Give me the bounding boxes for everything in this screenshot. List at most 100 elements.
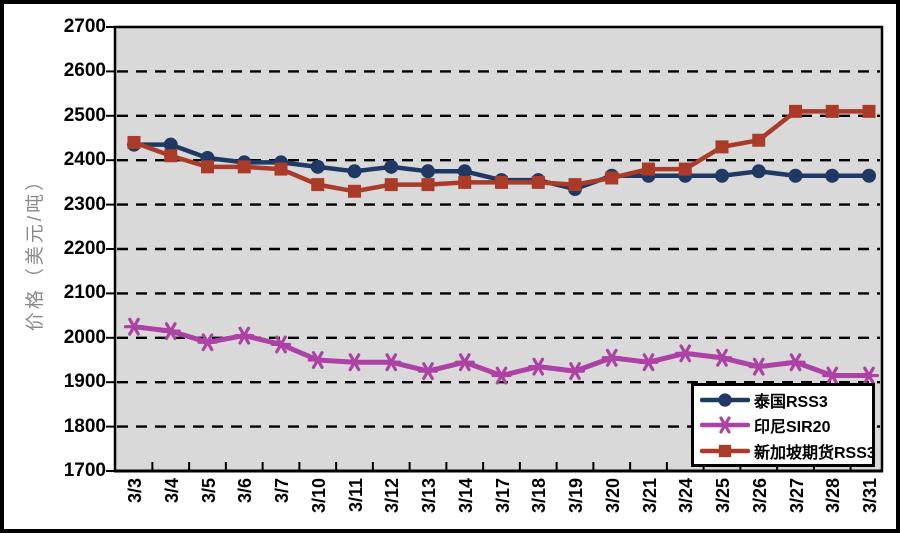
marker-circle	[751, 164, 766, 179]
marker-asterisk-stroke	[605, 348, 618, 367]
marker-square	[862, 104, 876, 118]
marker-asterisk-stroke	[238, 326, 251, 345]
x-tick-label-3-13: 3/13	[419, 478, 439, 514]
marker-asterisk-stroke	[128, 317, 140, 336]
legend-label-series-2: 新加坡期货RSS3	[754, 444, 876, 462]
marker-asterisk-stroke	[863, 366, 875, 385]
marker-circle	[310, 159, 325, 174]
x-tick-label-3-21: 3/21	[639, 478, 660, 514]
x-tick-label-3-5: 3/5	[198, 478, 219, 504]
y-tick-label-2000: 2000	[63, 326, 106, 348]
y-tick-label-2200: 2200	[63, 238, 106, 259]
marker-asterisk-stroke	[422, 362, 434, 381]
marker-asterisk-stroke	[385, 353, 398, 372]
marker-circle	[163, 137, 178, 152]
plot-canvas	[106, 25, 884, 473]
marker-circle	[347, 164, 362, 179]
marker-square	[605, 171, 619, 185]
y-axis-title: 价格（美元/吨）	[25, 168, 46, 332]
x-tick-label-3-18: 3/18	[529, 478, 550, 514]
marker-asterisk-stroke	[458, 353, 471, 372]
x-tick-label-3-25: 3/25	[713, 478, 733, 514]
marker-circle	[457, 164, 472, 179]
x-tick-label-3-24: 3/24	[676, 478, 697, 514]
marker-square	[789, 104, 802, 118]
marker-asterisk-stroke	[826, 366, 839, 385]
x-tick-label-3-3: 3/3	[125, 478, 145, 504]
marker-asterisk-stroke	[642, 353, 655, 372]
marker-circle	[788, 168, 803, 183]
marker-circle	[825, 168, 840, 183]
marker-asterisk-stroke	[719, 416, 731, 434]
legend-item-series-1: 印尼SIR20	[700, 413, 872, 437]
marker-square	[568, 178, 582, 192]
marker-square	[348, 184, 361, 198]
marker-asterisk-stroke	[569, 362, 581, 381]
marker-square	[642, 162, 655, 176]
legend-label-series-0: 泰国RSS3	[754, 393, 828, 411]
marker-circle	[715, 168, 729, 183]
x-tick-label-3-11: 3/11	[345, 478, 366, 513]
y-tick-label-2600: 2600	[63, 60, 106, 82]
x-tick-label-3-14: 3/14	[455, 478, 476, 514]
y-tick-label-1800: 1800	[63, 415, 106, 437]
marker-square	[715, 140, 729, 154]
marker-asterisk-stroke	[532, 357, 545, 376]
x-tick-label-3-20: 3/20	[602, 478, 623, 514]
legend: 泰国RSS3 印尼SIR20 新加坡期货RSS3	[691, 383, 876, 467]
legend-marker-asterisk	[700, 416, 750, 434]
y-tick-label-2400: 2400	[63, 149, 106, 171]
legend-marker-square	[700, 444, 750, 457]
y-tick-label-2100: 2100	[63, 282, 106, 304]
legend-item-series-0: 泰国RSS3	[700, 388, 872, 412]
x-tick-label-3-17: 3/17	[492, 478, 513, 514]
marker-asterisk-stroke	[311, 351, 324, 369]
marker-asterisk-stroke	[164, 322, 177, 341]
series-1	[123, 317, 880, 385]
marker-square	[384, 178, 398, 192]
marker-square	[678, 162, 692, 176]
x-tick-label-3-31: 3/31	[860, 478, 880, 514]
marker-circle	[421, 164, 435, 179]
price-line-chart: 价格（美元/吨） 1700 1800 1900 2000 2100 2200 2300 240…	[4, 4, 896, 529]
marker-circle	[384, 159, 399, 174]
marker-asterisk-stroke	[348, 353, 361, 372]
marker-asterisk-stroke	[679, 344, 692, 363]
marker-square	[825, 104, 839, 118]
marker-square	[127, 135, 141, 149]
marker-square	[495, 175, 508, 189]
legend-marker-circle	[700, 392, 750, 407]
y-tick-label-1900: 1900	[63, 371, 106, 393]
marker-circle	[718, 392, 732, 407]
x-tick-label-3-28: 3/28	[823, 478, 844, 514]
marker-square	[164, 149, 178, 163]
y-tick-label-2500: 2500	[63, 104, 106, 126]
marker-square	[458, 175, 472, 189]
x-tick-label-3-4: 3/4	[161, 478, 182, 504]
y-tick-label-1700: 1700	[63, 460, 106, 481]
marker-asterisk-stroke	[752, 357, 765, 376]
marker-square	[311, 178, 325, 192]
x-tick-label-3-26: 3/26	[749, 478, 770, 514]
marker-asterisk-stroke	[495, 366, 508, 385]
x-tick-label-3-19: 3/19	[566, 478, 586, 514]
x-tick-label-3-7: 3/7	[272, 478, 292, 504]
marker-asterisk-stroke	[789, 353, 802, 372]
x-tick-label-3-6: 3/6	[235, 478, 256, 504]
x-tick-label-3-12: 3/12	[382, 478, 403, 514]
series-2	[127, 104, 876, 198]
marker-circle	[862, 168, 876, 183]
marker-square	[421, 178, 435, 192]
legend-label-series-1: 印尼SIR20	[754, 419, 831, 436]
marker-square	[752, 133, 766, 147]
x-tick-label-3-10: 3/10	[308, 478, 329, 514]
y-tick-label-2300: 2300	[63, 193, 106, 215]
marker-square	[274, 162, 288, 176]
y-tick-label-2700: 2700	[63, 16, 106, 37]
marker-asterisk-stroke	[275, 335, 287, 354]
marker-square	[718, 444, 732, 457]
marker-asterisk-stroke	[201, 333, 214, 352]
marker-square	[531, 175, 545, 189]
marker-square	[201, 160, 214, 174]
